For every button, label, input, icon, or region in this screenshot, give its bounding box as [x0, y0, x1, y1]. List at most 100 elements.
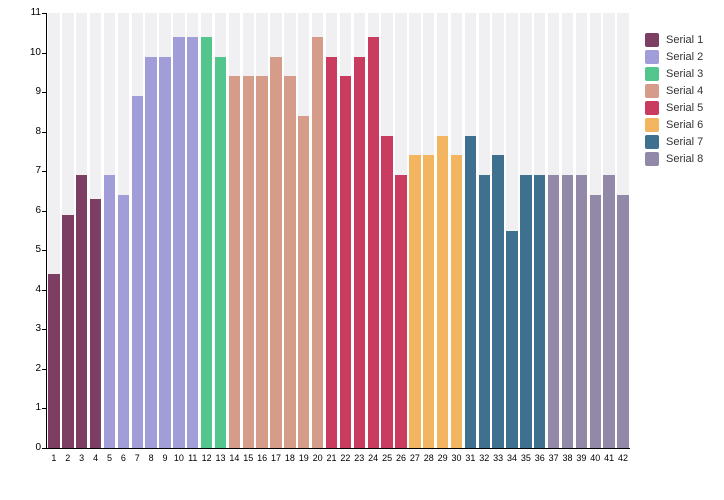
bar[interactable]: [506, 230, 518, 448]
x-tick-label: 5: [106, 453, 112, 463]
x-tick-label: 1: [51, 453, 57, 463]
x-tick-label: 35: [520, 453, 531, 463]
y-tick-label: 7: [35, 165, 41, 177]
bar[interactable]: [187, 36, 199, 448]
x-tick-label: 25: [382, 453, 393, 463]
legend-swatch-icon: [645, 50, 659, 64]
bar[interactable]: [311, 36, 324, 448]
x-tick-label: 8: [148, 453, 154, 463]
x-tick-label: 40: [590, 453, 601, 463]
bar[interactable]: [131, 96, 143, 448]
legend-item[interactable]: Serial 3: [645, 67, 703, 81]
y-tick-label: 0: [35, 442, 41, 453]
bar[interactable]: [242, 76, 254, 448]
bar[interactable]: [103, 175, 116, 448]
x-tick-label: 22: [340, 453, 351, 463]
x-tick-label: 2: [65, 453, 71, 463]
bar[interactable]: [409, 155, 421, 448]
y-axis-tick: [42, 448, 47, 449]
y-tick-label: 6: [35, 204, 41, 216]
y-tick-label: 5: [35, 244, 41, 256]
y-axis-tick: [42, 408, 47, 410]
x-tick-label: 11: [188, 453, 198, 463]
legend-item[interactable]: Serial 4: [645, 84, 703, 98]
bar[interactable]: [76, 175, 88, 448]
bar[interactable]: [145, 56, 157, 448]
x-tick-label: 6: [120, 453, 126, 463]
bar[interactable]: [575, 175, 588, 448]
x-tick-label: 38: [562, 453, 573, 463]
bar[interactable]: [617, 194, 629, 448]
legend-swatch-icon: [645, 135, 659, 149]
x-tick-label: 24: [368, 453, 379, 463]
bar[interactable]: [367, 36, 379, 448]
y-axis-tick: [42, 250, 47, 252]
bar[interactable]: [492, 155, 504, 448]
y-axis-tick: [42, 92, 47, 94]
x-tick-label: 39: [576, 453, 587, 463]
bar[interactable]: [159, 56, 171, 448]
x-tick-label: 18: [284, 453, 295, 463]
bar[interactable]: [284, 76, 296, 448]
legend-item[interactable]: Serial 7: [645, 135, 703, 149]
bar[interactable]: [117, 194, 130, 448]
legend-swatch-icon: [645, 33, 659, 47]
x-tick-label: 27: [409, 453, 420, 463]
bar[interactable]: [200, 36, 213, 448]
legend-item[interactable]: Serial 5: [645, 101, 703, 115]
bar[interactable]: [270, 56, 282, 448]
bar[interactable]: [478, 175, 490, 448]
legend: Serial 1 Serial 2 Serial 3 Serial 4 Serial 5…: [645, 33, 703, 169]
bar[interactable]: [325, 56, 338, 448]
bar[interactable]: [256, 76, 268, 448]
bar[interactable]: [450, 155, 463, 448]
x-tick-label: 34: [506, 453, 517, 463]
bar[interactable]: [520, 175, 532, 448]
bar[interactable]: [48, 274, 60, 448]
y-axis-tick: [42, 13, 47, 14]
y-tick-label: 9: [35, 86, 41, 98]
bar[interactable]: [561, 175, 574, 448]
bar[interactable]: [534, 175, 546, 448]
bar[interactable]: [89, 198, 102, 448]
y-axis-line: [46, 13, 47, 449]
y-axis-tick: [42, 210, 47, 212]
legend-item[interactable]: Serial 1: [645, 33, 703, 47]
legend-item[interactable]: Serial 2: [645, 50, 703, 64]
background-band: [48, 13, 60, 448]
bar[interactable]: [464, 135, 477, 448]
bar[interactable]: [173, 36, 185, 448]
bar[interactable]: [339, 76, 352, 448]
x-tick-label: 26: [395, 453, 406, 463]
bar[interactable]: [395, 175, 407, 448]
bar[interactable]: [62, 214, 74, 448]
legend-label: Serial 4: [666, 85, 704, 97]
x-tick-label: 21: [326, 453, 337, 463]
legend-item[interactable]: Serial 6: [645, 118, 703, 132]
legend-label: Serial 7: [666, 136, 704, 148]
bar[interactable]: [228, 76, 241, 448]
x-tick-label: 13: [215, 453, 226, 463]
legend-swatch-icon: [645, 67, 659, 81]
bar[interactable]: [381, 135, 393, 448]
bar[interactable]: [423, 155, 435, 448]
x-tick-label: 23: [354, 453, 365, 463]
y-tick-label: 4: [35, 283, 41, 295]
bar[interactable]: [547, 175, 560, 448]
x-tick-label: 7: [134, 453, 140, 463]
x-tick-label: 17: [271, 453, 282, 463]
bar[interactable]: [436, 135, 449, 448]
bar[interactable]: [353, 56, 365, 448]
bar[interactable]: [589, 194, 601, 448]
x-tick-label: 14: [229, 453, 240, 463]
bar[interactable]: [214, 56, 227, 448]
bar[interactable]: [298, 115, 310, 448]
y-axis-tick: [42, 368, 47, 370]
legend-item[interactable]: Serial 8: [645, 152, 703, 166]
legend-swatch-icon: [645, 101, 659, 115]
bar[interactable]: [603, 175, 615, 448]
x-tick-label: 41: [604, 453, 615, 463]
y-tick-label: 2: [35, 362, 41, 374]
